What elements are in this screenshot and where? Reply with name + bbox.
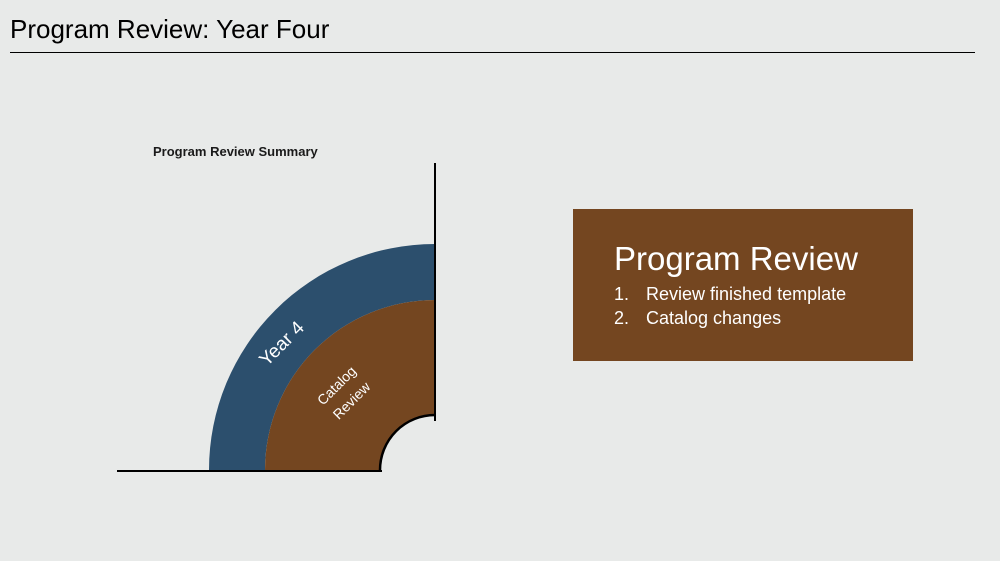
slide-title: Program Review: Year Four	[10, 14, 330, 44]
list-item-text: Catalog changes	[646, 308, 782, 328]
program-review-box: Program Review 1. Review finished templat…	[573, 209, 913, 361]
diagram-label: Program Review Summary	[153, 144, 319, 159]
catalog-review-ring	[265, 300, 435, 470]
year-ring	[209, 244, 435, 470]
list-item: 1. Review finished template	[614, 282, 846, 306]
inner-arc-outline	[378, 413, 436, 471]
title-divider	[10, 52, 975, 53]
list-item: 2. Catalog changes	[614, 306, 846, 330]
list-item-number: 2.	[614, 308, 630, 328]
review-box-heading: Program Review	[614, 240, 858, 277]
list-item-number: 1.	[614, 284, 630, 304]
review-list: 1. Review finished template 2. Catalog cha…	[614, 282, 846, 330]
list-item-text: Review finished template	[646, 284, 847, 304]
